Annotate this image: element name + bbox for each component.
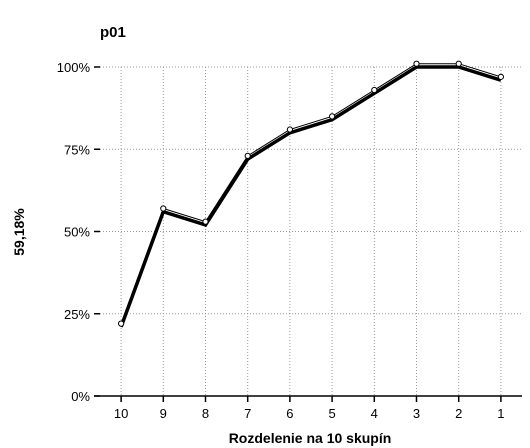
data-point <box>286 126 293 133</box>
data-point <box>118 320 125 327</box>
series-thin-line <box>120 63 502 324</box>
data-point <box>371 86 378 94</box>
x-tick-label: 6 <box>286 406 293 421</box>
data-point <box>160 205 167 212</box>
x-tick-label: 8 <box>202 406 209 421</box>
x-axis-label: Rozdelenie na 10 skupín <box>229 430 392 446</box>
x-tick-label: 9 <box>160 406 167 421</box>
data-point <box>413 60 420 67</box>
y-tick-labels: 0% 25% 50% 75% 100% <box>57 60 91 404</box>
x-tick-label: 2 <box>455 406 462 421</box>
axes <box>94 66 522 402</box>
x-tick-labels: 10 9 8 7 6 5 4 3 2 1 <box>114 406 505 421</box>
grid-lines <box>100 66 522 396</box>
y-tick-label: 50% <box>64 225 90 240</box>
x-tick-label: 1 <box>497 406 504 421</box>
y-tick-label: 25% <box>64 307 90 322</box>
y-tick-label: 75% <box>64 142 90 157</box>
chart-title: p01 <box>100 24 126 41</box>
data-point <box>329 113 336 120</box>
data-point <box>244 152 251 159</box>
y-tick-label: 100% <box>57 60 91 75</box>
series-line <box>119 65 502 328</box>
x-tick-label: 4 <box>371 406 378 421</box>
y-tick-label: 0% <box>71 389 90 404</box>
series-layer <box>118 60 504 328</box>
data-point <box>455 60 462 67</box>
x-tick-label: 7 <box>244 406 251 421</box>
x-tick-label: 3 <box>413 406 420 421</box>
x-tick-label: 5 <box>328 406 335 421</box>
y-axis-label: 59,18% <box>11 208 27 256</box>
data-point <box>497 73 504 80</box>
data-point <box>202 218 209 225</box>
x-tick-label: 10 <box>114 406 128 421</box>
